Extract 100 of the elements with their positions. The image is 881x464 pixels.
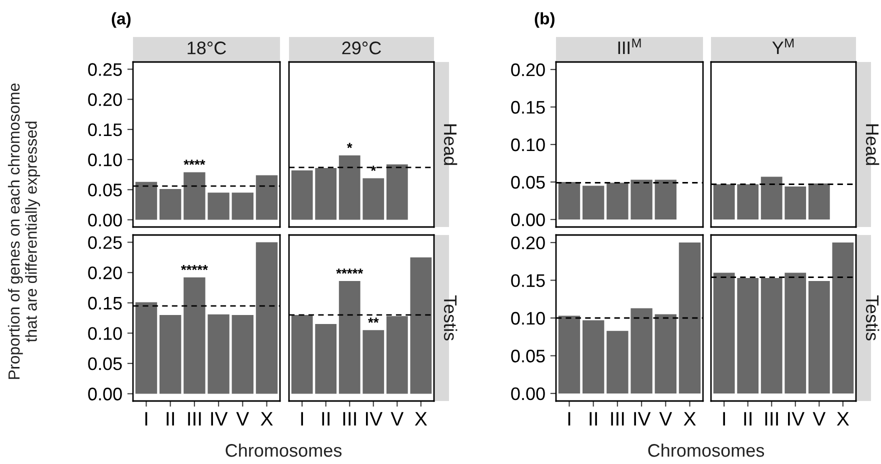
x-tick-label: X	[684, 412, 696, 426]
bar	[832, 242, 854, 394]
x-tick-label: V	[812, 412, 826, 426]
bar	[713, 184, 735, 220]
bar	[737, 184, 759, 220]
bar	[808, 184, 830, 220]
bar	[338, 155, 360, 220]
bar	[737, 278, 759, 394]
y-tick-label: 0.00	[511, 213, 545, 226]
bar	[654, 180, 676, 220]
x-tick-label: I	[301, 412, 303, 426]
y-tick-label: 0.15	[511, 274, 545, 287]
x-tick-label: I	[723, 412, 725, 426]
y-tick-label: 0.15	[511, 100, 545, 114]
chart-title: III$^{M}$	[618, 38, 641, 54]
x-tick-label: II	[166, 412, 174, 426]
x-tick-label: V	[390, 412, 404, 426]
bar	[630, 308, 652, 394]
bar	[582, 186, 604, 220]
bar	[208, 192, 230, 220]
bar	[713, 272, 735, 394]
bar	[362, 330, 384, 394]
chart-title: 29°C	[342, 42, 381, 54]
y-tick-label: 0.05	[88, 184, 122, 196]
bar	[291, 170, 313, 220]
bar	[291, 314, 313, 394]
text: (a)	[112, 12, 131, 28]
y-tick-label: 0.10	[511, 138, 545, 152]
x-tick-label: III	[611, 412, 624, 426]
bar	[135, 182, 158, 220]
bar	[784, 186, 806, 220]
y-axis-title: Proportion of genes on each chromosome that are differentially expressed	[8, 83, 40, 379]
text: (b)	[534, 12, 554, 28]
bar	[160, 189, 182, 220]
x-tick-label: X	[414, 412, 427, 426]
bar	[256, 175, 278, 220]
y-tick-label: 0.00	[88, 214, 122, 226]
bar	[558, 316, 580, 394]
y-tick-label: 0.20	[511, 236, 545, 250]
annotation: **	[368, 318, 379, 323]
bar	[315, 324, 337, 394]
bar	[606, 182, 628, 220]
bar	[606, 330, 628, 394]
y-tick-label: 0.05	[88, 357, 122, 370]
y-tick-label: 0.10	[511, 312, 545, 325]
bar	[208, 314, 230, 394]
bar	[558, 182, 580, 220]
bar	[232, 192, 254, 220]
y2-axis-title: Head	[444, 124, 458, 165]
chart-title: Y$^{M}$	[772, 38, 794, 54]
bar	[315, 168, 337, 220]
bar	[386, 316, 408, 394]
x-tick-label: III	[343, 412, 356, 426]
x-tick-label: I	[145, 412, 148, 426]
y-tick-label: 0.15	[88, 296, 122, 310]
y2-axis-title: Head	[866, 124, 880, 165]
y-tick-label: 0.25	[88, 236, 122, 249]
bar	[256, 242, 278, 394]
x-tick-label: I	[568, 412, 570, 426]
bar	[135, 302, 158, 394]
y-tick-label: 0.20	[88, 266, 122, 280]
y-tick-label: 0.10	[88, 327, 122, 340]
x-tick-label: II	[590, 412, 597, 426]
annotation: ****	[184, 160, 206, 165]
y-tick-label: 0.20	[88, 93, 122, 106]
bar	[630, 180, 652, 220]
bar	[784, 272, 806, 394]
x-tick-label: III	[188, 412, 201, 426]
bar	[410, 257, 432, 394]
bar	[232, 314, 254, 394]
bar	[654, 314, 676, 394]
bar	[184, 277, 206, 394]
bar	[386, 164, 408, 220]
chart-title: 18°C	[188, 42, 226, 54]
annotation: *****	[180, 264, 208, 270]
y-tick-label: 0.15	[88, 123, 122, 136]
y-tick-label: 0.25	[88, 63, 122, 76]
y-tick-label: 0.00	[511, 387, 545, 400]
x-tick-label: III	[765, 412, 778, 426]
x-tick-label: II	[322, 412, 330, 426]
y-tick-label: 0.20	[511, 63, 545, 76]
annotation: *****	[336, 268, 364, 274]
x-tick-label: X	[260, 412, 273, 426]
y-tick-label: 0.10	[88, 153, 122, 166]
y-tick-label: 0.05	[511, 350, 545, 362]
bar	[808, 281, 830, 394]
x-tick-label: II	[744, 412, 752, 426]
x-tick-label: X	[836, 412, 849, 426]
bar	[362, 178, 384, 220]
x-tick-label: IV	[788, 412, 804, 426]
y-tick-label: 0.05	[511, 176, 545, 189]
bar	[760, 176, 782, 220]
x-tick-label: IV	[366, 412, 382, 426]
y2-axis-title: Testis	[866, 295, 880, 340]
annotation: *	[346, 142, 352, 148]
x-tick-label: IV	[634, 412, 651, 426]
x-axis-title: Chromosomes	[226, 444, 342, 457]
y2-axis-title: Testis	[444, 295, 458, 340]
x-axis-title: Chromosomes	[648, 444, 764, 457]
y-tick-label: 0.00	[88, 388, 122, 400]
